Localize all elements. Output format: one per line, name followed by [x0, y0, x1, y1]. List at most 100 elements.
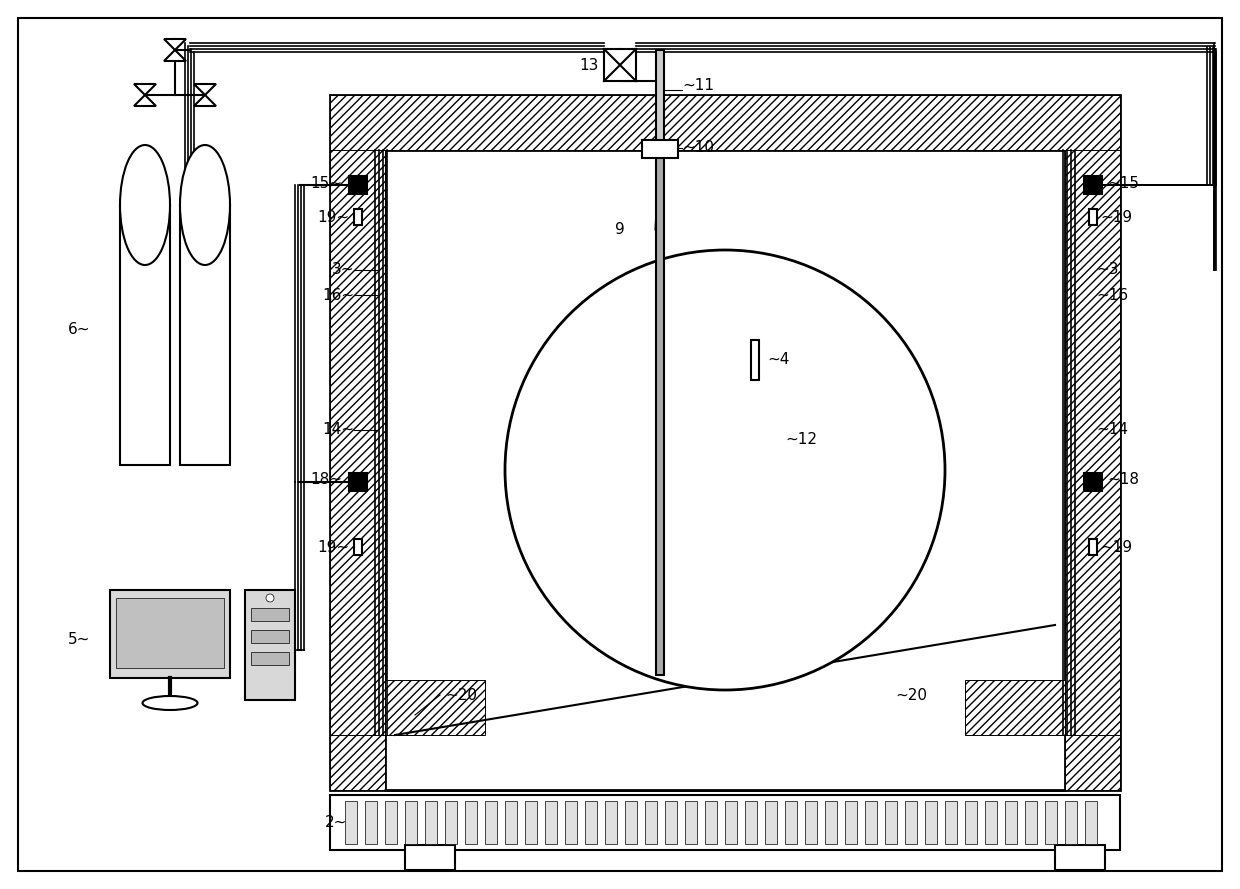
Bar [348, 176, 367, 194]
Text: 6~: 6~ [68, 323, 91, 338]
Bar [405, 845, 455, 870]
Text: ~20: ~20 [895, 687, 928, 702]
Bar [825, 801, 837, 844]
Bar [642, 140, 678, 158]
Bar [565, 801, 577, 844]
Bar [348, 473, 367, 491]
Bar [330, 95, 1120, 150]
Bar [546, 801, 557, 844]
Bar [866, 801, 877, 844]
Bar [1065, 801, 1078, 844]
Bar [117, 598, 224, 668]
Bar [656, 145, 663, 675]
Bar [250, 630, 289, 643]
Text: ~15: ~15 [1107, 175, 1140, 190]
Bar [1084, 176, 1101, 194]
Text: 19~: 19~ [317, 540, 350, 555]
Text: ~19: ~19 [1101, 210, 1132, 225]
Bar [365, 801, 377, 844]
Bar [1089, 209, 1096, 225]
Bar [745, 801, 756, 844]
Bar [1055, 845, 1105, 870]
Bar [925, 801, 937, 844]
Text: 18~: 18~ [310, 472, 342, 487]
Text: ~3: ~3 [1096, 262, 1118, 277]
Bar [250, 652, 289, 665]
Bar [505, 801, 517, 844]
Text: ~11: ~11 [682, 77, 714, 92]
Bar [384, 801, 397, 844]
Polygon shape [134, 95, 156, 106]
Bar [965, 680, 1065, 735]
Bar [1025, 801, 1037, 844]
Text: 3~: 3~ [331, 262, 353, 277]
Polygon shape [134, 84, 156, 95]
Text: 13: 13 [579, 58, 599, 73]
Bar [785, 801, 797, 844]
Bar [1045, 801, 1056, 844]
Bar [425, 801, 436, 844]
Bar [706, 801, 717, 844]
Bar [965, 801, 977, 844]
Bar [585, 801, 596, 844]
Polygon shape [193, 84, 216, 95]
Bar [330, 95, 1120, 790]
Text: ~19: ~19 [1101, 540, 1132, 555]
Text: 16~: 16~ [322, 287, 353, 302]
Text: ~14: ~14 [1096, 422, 1128, 437]
Bar [945, 801, 957, 844]
Polygon shape [193, 95, 216, 106]
Text: 19~: 19~ [317, 210, 350, 225]
Bar [605, 801, 618, 844]
Polygon shape [164, 50, 186, 61]
Bar [684, 801, 697, 844]
Bar [1085, 801, 1097, 844]
Ellipse shape [143, 696, 197, 710]
Bar [384, 680, 485, 735]
Bar [120, 205, 170, 465]
Bar [1089, 539, 1096, 555]
Circle shape [505, 250, 945, 690]
Bar [751, 340, 759, 380]
Ellipse shape [120, 145, 170, 265]
Bar [1065, 735, 1120, 790]
Polygon shape [164, 39, 186, 50]
Text: 9: 9 [615, 222, 625, 237]
Text: ~18: ~18 [1107, 472, 1140, 487]
Bar [445, 801, 458, 844]
Bar [656, 50, 663, 155]
Bar [330, 795, 1120, 850]
Text: 15~: 15~ [310, 175, 342, 190]
Bar [1065, 150, 1120, 790]
Bar [1004, 801, 1017, 844]
Bar [1084, 473, 1101, 491]
Text: ~10: ~10 [682, 140, 714, 156]
Text: ~4: ~4 [768, 353, 790, 367]
Bar [180, 205, 229, 465]
Text: 2~: 2~ [325, 815, 347, 830]
Bar [345, 801, 357, 844]
Bar [905, 801, 918, 844]
Bar [625, 801, 637, 844]
Bar [353, 539, 362, 555]
Bar [330, 150, 384, 790]
Bar [384, 150, 1065, 790]
Bar [353, 209, 362, 225]
Bar [844, 801, 857, 844]
Text: ~20: ~20 [445, 687, 477, 702]
Bar [604, 49, 636, 81]
Bar [885, 801, 897, 844]
Bar [246, 590, 295, 700]
Bar [765, 801, 777, 844]
Text: 5~: 5~ [68, 632, 91, 647]
Bar [665, 801, 677, 844]
Text: 14~: 14~ [322, 422, 353, 437]
Bar [485, 801, 497, 844]
Text: ~16: ~16 [1096, 287, 1128, 302]
Bar [250, 608, 289, 621]
Bar [465, 801, 477, 844]
Bar [525, 801, 537, 844]
Bar [405, 801, 417, 844]
Bar [985, 801, 997, 844]
Ellipse shape [180, 145, 229, 265]
